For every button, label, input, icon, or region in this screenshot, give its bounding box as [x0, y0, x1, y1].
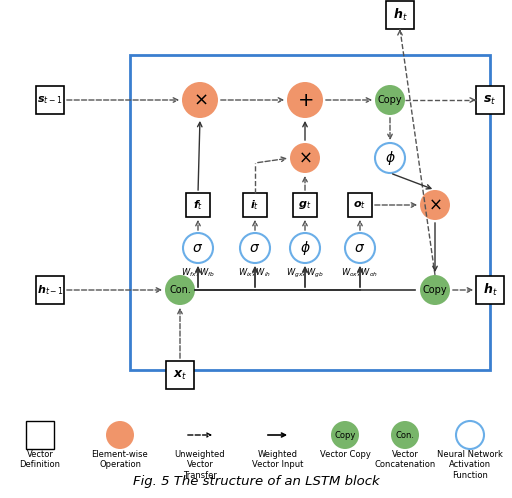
Circle shape [420, 275, 450, 305]
FancyBboxPatch shape [476, 86, 504, 114]
Text: $\phi$: $\phi$ [300, 239, 310, 257]
Circle shape [375, 85, 405, 115]
Text: $\boldsymbol{s}_{t}$: $\boldsymbol{s}_{t}$ [483, 94, 497, 107]
Text: $\times$: $\times$ [193, 91, 207, 109]
Text: Fig. 5 The structure of an LSTM block: Fig. 5 The structure of an LSTM block [133, 475, 379, 488]
FancyBboxPatch shape [476, 276, 504, 304]
Circle shape [331, 421, 359, 449]
Text: Copy: Copy [378, 95, 402, 105]
Text: Vector Copy: Vector Copy [319, 450, 371, 459]
FancyBboxPatch shape [36, 276, 64, 304]
Text: $W_{ix},W_{ih}$: $W_{ix},W_{ih}$ [239, 267, 271, 279]
Circle shape [287, 82, 323, 118]
Text: $\boldsymbol{f}_{t}$: $\boldsymbol{f}_{t}$ [193, 198, 203, 212]
Circle shape [182, 82, 218, 118]
Text: Con.: Con. [169, 285, 191, 295]
Circle shape [345, 233, 375, 263]
Circle shape [106, 421, 134, 449]
Text: $\boldsymbol{h}_{t-1}$: $\boldsymbol{h}_{t-1}$ [36, 283, 63, 297]
Circle shape [165, 275, 195, 305]
FancyBboxPatch shape [348, 193, 372, 217]
Circle shape [420, 190, 450, 220]
FancyBboxPatch shape [243, 193, 267, 217]
Circle shape [290, 233, 320, 263]
Text: Vector
Definition: Vector Definition [19, 450, 60, 470]
Text: Con.: Con. [395, 430, 415, 440]
Text: Element-wise
Operation: Element-wise Operation [92, 450, 148, 470]
Text: $\times$: $\times$ [428, 196, 442, 214]
Circle shape [456, 421, 484, 449]
FancyBboxPatch shape [186, 193, 210, 217]
Text: Copy: Copy [334, 430, 356, 440]
FancyBboxPatch shape [26, 421, 54, 449]
Text: $\boldsymbol{x}_{t}$: $\boldsymbol{x}_{t}$ [173, 369, 187, 381]
FancyBboxPatch shape [36, 86, 64, 114]
Text: Vector
Concatenation: Vector Concatenation [374, 450, 436, 470]
Circle shape [240, 233, 270, 263]
Circle shape [391, 421, 419, 449]
Text: $W_{ox},W_{oh}$: $W_{ox},W_{oh}$ [342, 267, 378, 279]
FancyBboxPatch shape [293, 193, 317, 217]
FancyBboxPatch shape [130, 55, 490, 370]
Text: $+$: $+$ [297, 91, 313, 110]
Text: $\phi$: $\phi$ [385, 149, 395, 167]
Circle shape [183, 233, 213, 263]
Text: $\boldsymbol{g}_{t}$: $\boldsymbol{g}_{t}$ [298, 199, 312, 211]
Text: Weighted
Vector Input: Weighted Vector Input [252, 450, 304, 470]
Text: $W_{gx},W_{gb}$: $W_{gx},W_{gb}$ [286, 266, 324, 279]
Text: $\boldsymbol{h}_{t}$: $\boldsymbol{h}_{t}$ [393, 7, 408, 23]
Circle shape [375, 143, 405, 173]
Text: Neural Network
Activation
Function: Neural Network Activation Function [437, 450, 503, 480]
Text: Copy: Copy [423, 285, 447, 295]
Text: $\sigma$: $\sigma$ [193, 241, 204, 255]
FancyBboxPatch shape [386, 1, 414, 29]
Text: $\boldsymbol{o}_{t}$: $\boldsymbol{o}_{t}$ [353, 199, 367, 211]
Text: $\sigma$: $\sigma$ [249, 241, 261, 255]
Text: $\times$: $\times$ [298, 149, 312, 167]
FancyBboxPatch shape [166, 361, 194, 389]
Text: $W_{fx},W_{fb}$: $W_{fx},W_{fb}$ [181, 267, 215, 279]
Text: Unweighted
Vector
Transfer: Unweighted Vector Transfer [175, 450, 225, 480]
Text: $\sigma$: $\sigma$ [354, 241, 366, 255]
Text: $\boldsymbol{i}_{t}$: $\boldsymbol{i}_{t}$ [250, 198, 260, 212]
Circle shape [290, 143, 320, 173]
Text: $\boldsymbol{s}_{t-1}$: $\boldsymbol{s}_{t-1}$ [37, 94, 63, 106]
Text: $\boldsymbol{h}_{t}$: $\boldsymbol{h}_{t}$ [483, 282, 497, 298]
